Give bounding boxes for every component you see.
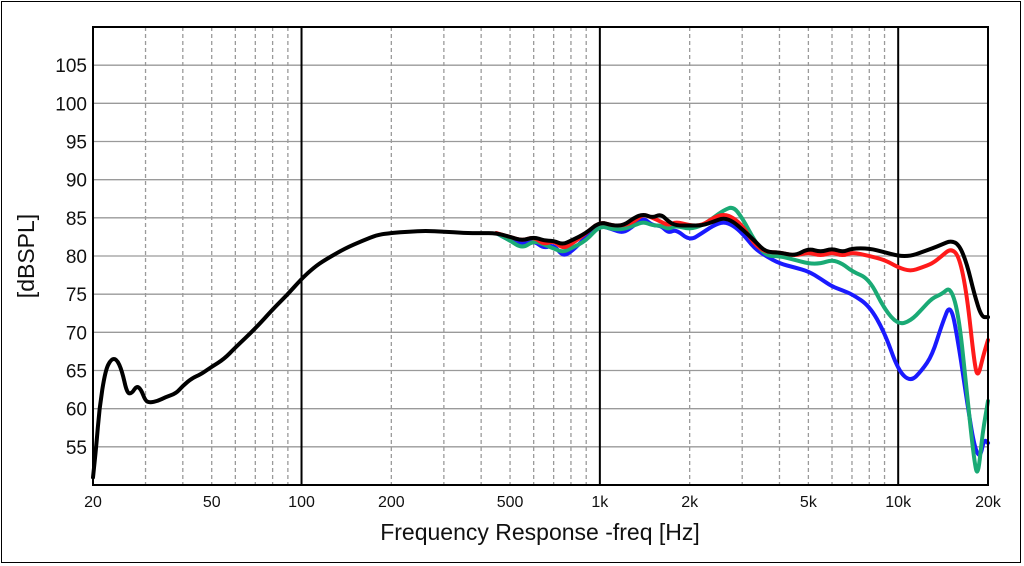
x-tick-label: 20k — [975, 494, 1002, 511]
y-tick-label: 95 — [66, 133, 87, 154]
x-tick-label: 2k — [681, 494, 699, 511]
x-axis-label: Frequency Response -freq [Hz] — [380, 519, 700, 545]
series-line-4 — [91, 212, 990, 480]
y-tick-label: 75 — [66, 285, 87, 306]
y-tick-label: 60 — [66, 400, 87, 421]
x-tick-label: 50 — [203, 494, 221, 511]
series-line-3 — [494, 212, 990, 376]
x-tick-label: 5k — [800, 494, 818, 511]
y-tick-label: 85 — [66, 209, 87, 230]
series-line-2 — [494, 205, 990, 474]
y-tick-label: 105 — [55, 56, 87, 77]
series-group — [91, 205, 990, 480]
y-axis-label: [dBSPL] — [13, 214, 39, 298]
x-tick-label: 1k — [591, 494, 609, 511]
x-tick-label: 200 — [378, 494, 405, 511]
x-tick-label: 100 — [288, 494, 315, 511]
x-tick-label: 20 — [84, 494, 102, 511]
x-tick-label: 500 — [497, 494, 524, 511]
y-tick-label: 90 — [66, 171, 87, 192]
y-tick-label: 55 — [66, 438, 87, 459]
y-tick-label: 65 — [66, 362, 87, 383]
plot-area-border — [92, 26, 989, 486]
horizontal-gridlines — [93, 64, 988, 448]
x-tick-labels: 20 50 100 200 500 1k 2k 5k 10k 20k — [84, 494, 1002, 511]
y-tick-label: 100 — [55, 94, 87, 115]
y-tick-label: 70 — [66, 323, 87, 344]
y-tick-label: 80 — [66, 247, 87, 268]
x-tick-label: 10k — [885, 494, 912, 511]
y-tick-labels: 55 60 65 70 75 80 85 90 95 100 105 — [55, 56, 87, 459]
